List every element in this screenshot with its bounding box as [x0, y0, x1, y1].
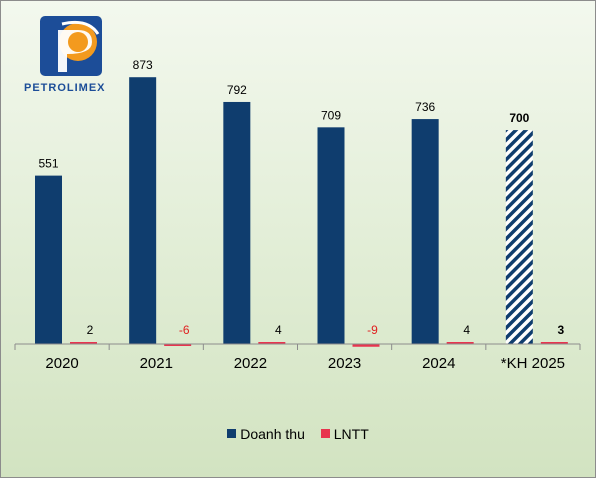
bar-doanh-thu: [223, 101, 251, 344]
legend-label-lntt: LNTT: [333, 425, 369, 442]
data-label-doanh-thu: 736: [415, 100, 435, 114]
bar-chart: 551 2 2020 873 -6 2021 792 4 2022 709 -9 2023 736 4 20…: [14, 58, 581, 372]
petrolimex-logo: [18, 14, 130, 104]
data-label-lntt: -6: [179, 323, 190, 337]
data-label-lntt: 4: [275, 323, 282, 337]
bar-doanh-thu: [129, 77, 157, 345]
data-label-doanh-thu: 700: [509, 111, 529, 125]
logo-text: PETROLIMEX: [24, 82, 106, 94]
bar-lntt: [352, 344, 380, 347]
data-label-lntt: 4: [463, 323, 470, 337]
legend-swatch-doanh-thu: [227, 429, 237, 438]
bar-doanh-thu: [505, 130, 533, 344]
data-label-doanh-thu: 709: [321, 108, 341, 122]
legend-label-doanh-thu: Doanh thu: [240, 425, 305, 442]
bar-lntt: [164, 344, 192, 346]
data-label-doanh-thu: 873: [133, 58, 153, 72]
x-tick-label: 2021: [140, 355, 173, 372]
legend-item-doanh-thu: Doanh thu: [227, 426, 305, 442]
bar-doanh-thu: [317, 127, 345, 345]
legend-item-lntt: LNTT: [320, 425, 369, 442]
legend-swatch-lntt: [320, 429, 330, 438]
x-tick-label: 2022: [234, 355, 267, 372]
x-tick-label: *KH 2025: [501, 355, 565, 372]
legend: Doanh thu LNTT: [0, 425, 596, 442]
bar-doanh-thu: [411, 119, 439, 344]
data-label-doanh-thu: 551: [38, 157, 58, 171]
data-label-lntt: -9: [367, 323, 378, 337]
data-label-lntt: 3: [557, 323, 564, 337]
x-tick-label: 2020: [45, 355, 78, 372]
bar-doanh-thu: [35, 175, 62, 344]
data-label-doanh-thu: 792: [227, 83, 247, 97]
x-tick-label: 2024: [422, 355, 455, 372]
bar-lntt: [258, 342, 286, 344]
bar-lntt: [446, 342, 474, 344]
bar-lntt: [540, 342, 568, 344]
x-tick-label: 2023: [328, 355, 361, 372]
data-label-lntt: 2: [87, 323, 94, 337]
bar-lntt: [70, 342, 97, 344]
